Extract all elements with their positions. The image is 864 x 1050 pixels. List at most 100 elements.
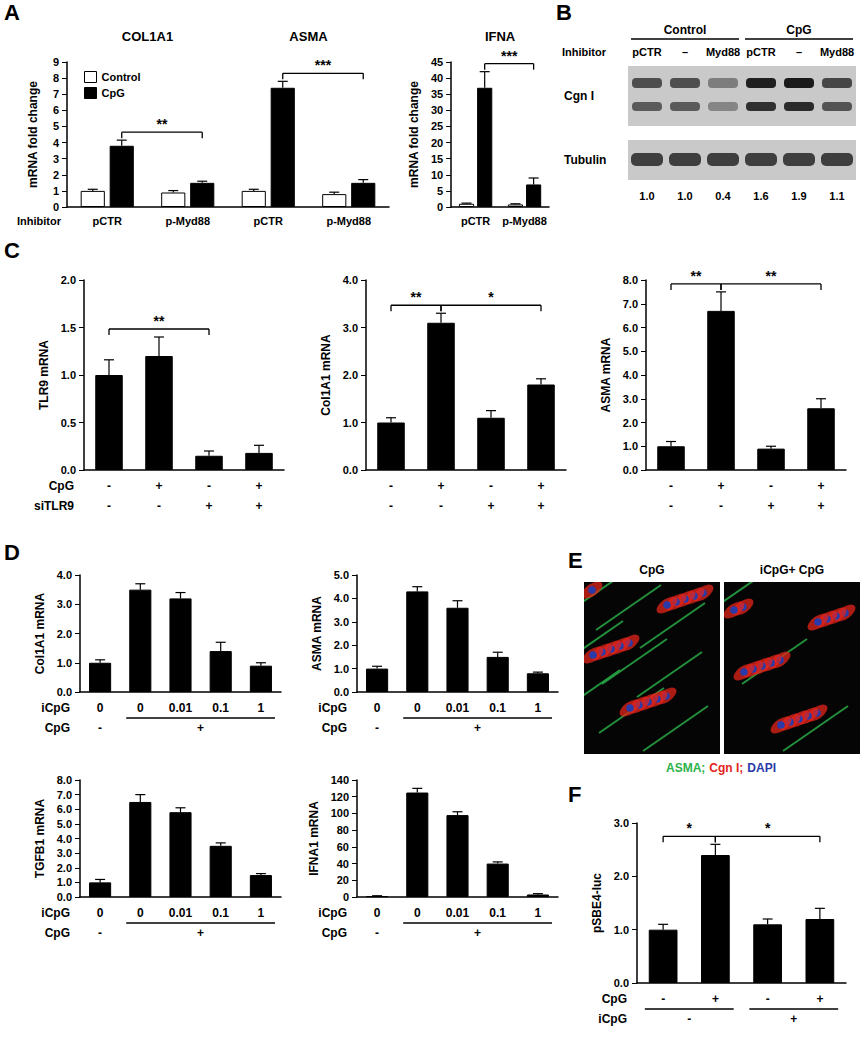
svg-text:5: 5 [53, 120, 59, 132]
svg-text:0.01: 0.01 [169, 701, 193, 715]
svg-text:***: *** [315, 57, 332, 73]
svg-text:-: - [669, 499, 673, 513]
svg-text:100: 100 [331, 807, 349, 819]
svg-text:CpG: CpG [322, 926, 347, 940]
svg-text:+: + [537, 499, 544, 513]
svg-text:5.0: 5.0 [623, 345, 638, 357]
svg-text:0.1: 0.1 [212, 701, 229, 715]
svg-text:+: + [487, 499, 494, 513]
svg-text:–: – [682, 46, 688, 58]
svg-text:pCTR: pCTR [254, 215, 283, 227]
svg-text:+: + [197, 721, 204, 735]
svg-text:mRNA fold change: mRNA fold change [26, 81, 40, 188]
svg-text:2.0: 2.0 [614, 870, 629, 882]
svg-text:ASMA mRNA: ASMA mRNA [310, 596, 324, 671]
svg-text:-: - [389, 499, 393, 513]
svg-text:0.0: 0.0 [57, 891, 72, 903]
svg-text:Inhibitor: Inhibitor [562, 46, 607, 58]
svg-text:Control: Control [664, 23, 707, 37]
svg-text:1.0: 1.0 [623, 440, 638, 452]
svg-text:6.0: 6.0 [623, 322, 638, 334]
svg-text:1: 1 [535, 906, 542, 920]
svg-text:1.0: 1.0 [343, 417, 358, 429]
svg-text:-: - [769, 479, 773, 493]
svg-text:-: - [661, 992, 665, 1006]
svg-text:80: 80 [337, 824, 349, 836]
svg-text:+: + [717, 479, 724, 493]
svg-text:5.0: 5.0 [334, 569, 349, 581]
svg-text:3.0: 3.0 [57, 847, 72, 859]
svg-text:iCpG: iCpG [41, 906, 70, 920]
svg-text:1.9: 1.9 [791, 190, 806, 202]
svg-text:30: 30 [431, 104, 443, 116]
svg-text:0.4: 0.4 [715, 190, 731, 202]
svg-text:Control: Control [102, 71, 141, 83]
svg-text:iCpG: iCpG [318, 906, 347, 920]
svg-text:1.0: 1.0 [61, 369, 76, 381]
svg-text:-: - [766, 992, 770, 1006]
svg-text:15: 15 [431, 153, 443, 165]
svg-text:1.0: 1.0 [639, 190, 654, 202]
svg-text:IFNA1 mRNA: IFNA1 mRNA [307, 801, 321, 876]
svg-text:0.0: 0.0 [334, 686, 349, 698]
svg-text:0.0: 0.0 [343, 464, 358, 476]
svg-text:2.0: 2.0 [57, 862, 72, 874]
svg-text:**: ** [766, 268, 777, 284]
svg-text:CpG: CpG [102, 87, 125, 99]
svg-text:0: 0 [137, 906, 144, 920]
svg-text:+: + [817, 499, 824, 513]
svg-text:-: - [98, 926, 102, 940]
svg-text:-: - [669, 479, 673, 493]
svg-text:20: 20 [337, 874, 349, 886]
svg-text:0: 0 [97, 906, 104, 920]
svg-text:-: - [389, 479, 393, 493]
svg-text:+: + [255, 479, 262, 493]
svg-text:iCpG: iCpG [41, 701, 70, 715]
svg-text:-: - [207, 479, 211, 493]
svg-text:-: - [98, 721, 102, 735]
svg-text:siTLR9: siTLR9 [34, 499, 74, 513]
svg-text:1: 1 [535, 701, 542, 715]
svg-text:-: - [375, 721, 379, 735]
svg-text:COL1A1: COL1A1 [122, 29, 173, 44]
svg-text:p-Myd88: p-Myd88 [326, 215, 371, 227]
svg-text:40: 40 [431, 72, 443, 84]
svg-text:1.0: 1.0 [614, 924, 629, 936]
svg-text:0.5: 0.5 [61, 417, 76, 429]
svg-text:p-Myd88: p-Myd88 [502, 215, 547, 227]
svg-text:0.01: 0.01 [169, 906, 193, 920]
svg-text:1.0: 1.0 [677, 190, 692, 202]
svg-text:CpG: CpG [45, 721, 70, 735]
svg-text:0.1: 0.1 [489, 906, 506, 920]
svg-text:TGFB1 mRNA: TGFB1 mRNA [33, 799, 47, 879]
svg-text:2.0: 2.0 [343, 369, 358, 381]
svg-text:+: + [205, 499, 212, 513]
svg-text:CpG: CpG [639, 563, 664, 577]
svg-text:8.0: 8.0 [623, 274, 638, 286]
svg-text:1: 1 [258, 906, 265, 920]
svg-text:+: + [537, 479, 544, 493]
svg-text:-: - [157, 499, 161, 513]
svg-text:+: + [817, 479, 824, 493]
svg-text:***: *** [501, 48, 518, 64]
svg-text:iCpG: iCpG [598, 1012, 627, 1026]
svg-text:*: * [765, 820, 771, 836]
svg-text:140: 140 [331, 774, 349, 786]
svg-text:8: 8 [53, 72, 59, 84]
svg-text:-: - [107, 499, 111, 513]
svg-text:1.0: 1.0 [334, 663, 349, 675]
svg-text:-: - [719, 499, 723, 513]
svg-text:CpG: CpG [322, 721, 347, 735]
svg-text:**: ** [157, 116, 168, 132]
svg-text:4.0: 4.0 [334, 592, 349, 604]
svg-text:**: ** [691, 268, 702, 284]
svg-text:2.0: 2.0 [61, 274, 76, 286]
svg-text:9: 9 [53, 56, 59, 68]
svg-text:1: 1 [53, 185, 59, 197]
svg-text:0.0: 0.0 [623, 464, 638, 476]
svg-text:TLR9 mRNA: TLR9 mRNA [37, 340, 51, 410]
svg-text:0: 0 [414, 906, 421, 920]
svg-text:0.0: 0.0 [61, 464, 76, 476]
svg-text:6.0: 6.0 [57, 803, 72, 815]
svg-text:-: - [107, 479, 111, 493]
